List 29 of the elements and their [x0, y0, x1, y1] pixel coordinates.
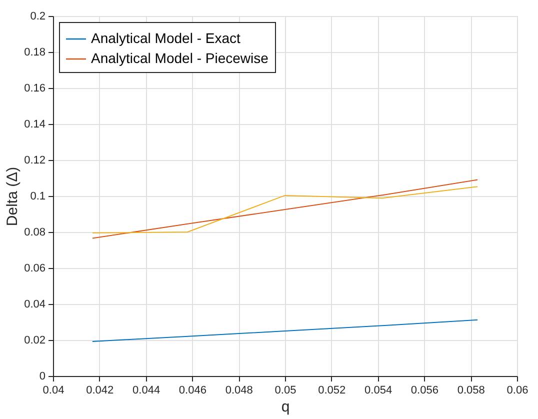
line-series [92, 319, 478, 342]
x-tick-label: 0.06 [506, 384, 528, 396]
x-tick-label: 0.054 [364, 384, 392, 396]
y-tick-label: 0.02 [24, 334, 46, 346]
y-tick-label: 0.2 [30, 10, 46, 22]
x-tick-label: 0.056 [410, 384, 438, 396]
x-axis-title: q [281, 398, 290, 416]
y-tick-label: 0.08 [24, 226, 46, 238]
legend-label: Analytical Model - Piecewise [91, 50, 269, 66]
y-tick-label: 0.12 [24, 154, 46, 166]
x-tick-label: 0.058 [457, 384, 485, 396]
x-tick-label: 0.042 [86, 384, 114, 396]
y-tick-label: 0.14 [24, 118, 46, 130]
y-tick-label: 0.16 [24, 82, 46, 94]
y-tick-label: 0.06 [24, 262, 46, 274]
y-axis-title: Delta (Δ) [4, 166, 22, 226]
x-tick-label: 0.05 [274, 384, 296, 396]
y-tick-label: 0.18 [24, 46, 46, 58]
line-series [92, 179, 478, 239]
x-tick-label: 0.048 [225, 384, 253, 396]
x-tick-label: 0.046 [178, 384, 206, 396]
y-tick-label: 0.1 [30, 190, 46, 202]
legend-label: Analytical Model - Exact [91, 30, 241, 46]
x-tick-label: 0.04 [42, 384, 64, 396]
y-tick-label: 0 [39, 370, 46, 382]
line-series [92, 186, 478, 234]
x-tick-label: 0.052 [318, 384, 346, 396]
x-tick-label: 0.044 [132, 384, 160, 396]
y-tick-label: 0.04 [24, 298, 46, 310]
